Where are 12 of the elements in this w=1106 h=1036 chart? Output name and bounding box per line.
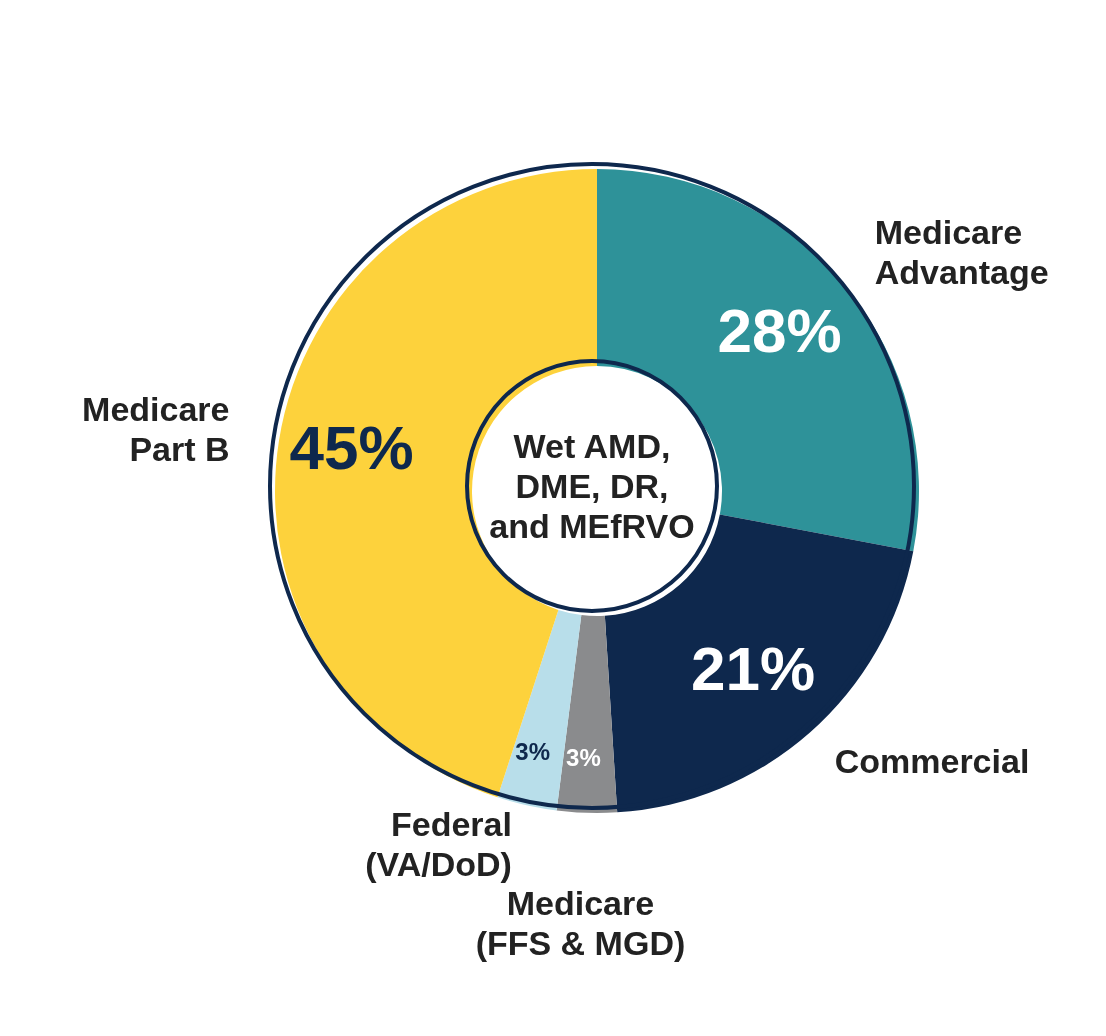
data-label: 28% bbox=[717, 296, 842, 366]
slice-label: Federal (VA/DoD) bbox=[365, 805, 512, 884]
donut-slice bbox=[556, 615, 618, 813]
data-label: 3% bbox=[566, 744, 601, 772]
slice-label: Medicare Advantage bbox=[874, 213, 1049, 292]
text: Wet AMD, DME, DR, and MEfRVO bbox=[489, 427, 695, 545]
slice-label: Medicare (FFS & MGD) bbox=[475, 883, 686, 962]
data-label: 3% bbox=[515, 737, 551, 765]
slice-label: Commercial bbox=[834, 742, 1030, 781]
data-label: 21% bbox=[690, 634, 816, 704]
data-label: 45% bbox=[289, 413, 414, 483]
slice-label: Medicare Part B bbox=[82, 389, 230, 468]
